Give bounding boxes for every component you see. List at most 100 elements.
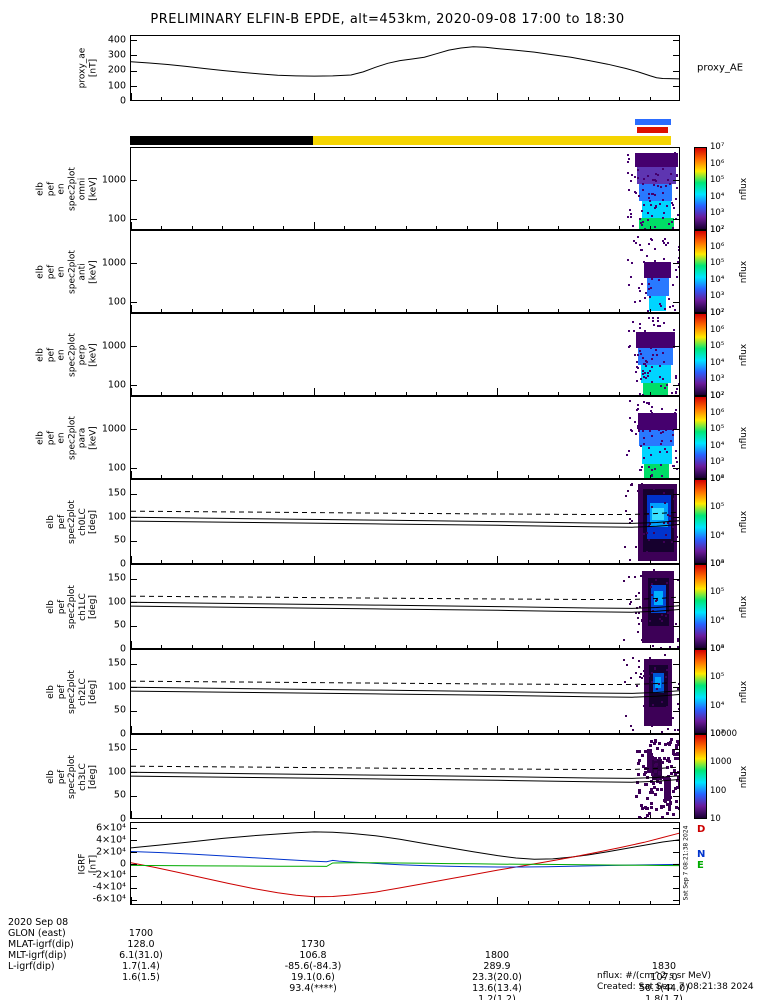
- lshell-value: 93.4(****): [289, 983, 337, 994]
- spec-speckle: [668, 805, 672, 809]
- spec-speckle: [674, 786, 678, 790]
- spec-speckle: [667, 803, 671, 807]
- spec-speckle: [671, 421, 674, 424]
- spec-speckle: [645, 674, 648, 677]
- y-tick-label: 100: [107, 213, 126, 225]
- x-tick: [161, 226, 163, 229]
- spec-speckle: [678, 205, 679, 208]
- spec-speckle: [661, 408, 664, 411]
- y-tick: [131, 55, 137, 57]
- y-tick-label: 50: [113, 619, 126, 631]
- spec-speckle: [640, 210, 643, 213]
- spec-speckle: [629, 677, 632, 680]
- y-tick-label: 50: [113, 534, 126, 546]
- colorbar-tick-label: 10⁷: [710, 308, 725, 318]
- y-tick: [131, 302, 137, 304]
- spec-speckle: [654, 667, 657, 670]
- spec-speckle: [650, 801, 654, 805]
- y-tick-label: 1000: [101, 340, 126, 352]
- series-solid: [131, 601, 679, 609]
- spec-speckle: [678, 245, 679, 248]
- x-tick: [131, 556, 132, 563]
- spec-speckle: [664, 422, 667, 425]
- colorbar-title-ch2: nflux: [739, 680, 749, 703]
- spec-speckle: [663, 164, 666, 167]
- spec-speckle: [661, 474, 664, 477]
- spec-speckle: [649, 453, 652, 456]
- spec-speckle: [646, 718, 649, 721]
- x-tick: [619, 392, 621, 395]
- panel-para: [130, 396, 680, 479]
- y-tick-right: [673, 180, 679, 182]
- spec-blob: [663, 777, 671, 802]
- spec-speckle: [651, 215, 654, 218]
- spec-speckle: [643, 329, 646, 332]
- spec-speckle: [662, 168, 665, 171]
- spec-speckle: [637, 517, 640, 520]
- spec-speckle: [640, 676, 643, 679]
- y-tick: [131, 852, 137, 854]
- x-tick: [131, 305, 132, 312]
- y-tick-right: [673, 687, 679, 689]
- spec-speckle: [641, 220, 644, 223]
- spec-speckle: [672, 525, 675, 528]
- spec-speckle: [670, 765, 674, 769]
- spec-speckle: [624, 510, 627, 513]
- spec-speckle: [672, 329, 675, 332]
- xtick-1730: 1730: [300, 939, 326, 950]
- spec-speckle: [659, 804, 663, 808]
- spec-speckle: [653, 193, 656, 196]
- spec-speckle: [641, 224, 644, 227]
- spec-speckle: [657, 741, 661, 745]
- spec-speckle: [635, 749, 639, 753]
- x-tick: [405, 645, 407, 648]
- spec-speckle: [623, 579, 626, 582]
- colorbar-tick-label: 1000: [710, 757, 732, 768]
- spec-speckle: [652, 483, 655, 486]
- spec-speckle: [640, 163, 643, 166]
- spec-speckle: [648, 466, 651, 469]
- spec-speckle: [646, 813, 650, 817]
- spec-speckle: [678, 776, 679, 780]
- spec-speckle: [644, 341, 647, 344]
- spec-speckle: [678, 256, 679, 259]
- panel-proxy: [130, 35, 680, 101]
- panel-ylabel-para: elb pef en spec2plot para [keV]: [35, 415, 98, 460]
- spec-speckle: [670, 201, 673, 204]
- spec-speckle: [623, 658, 626, 661]
- mlt-value: 19.1(0.6): [291, 972, 335, 983]
- spec-speckle: [627, 489, 630, 492]
- mlt-value: 1.8(1.7): [645, 994, 683, 1000]
- spec-speckle: [673, 757, 677, 761]
- spec-speckle: [659, 646, 662, 648]
- spec-speckle: [663, 242, 666, 244]
- orbit-flag-bar: [637, 127, 668, 133]
- spec-speckle: [665, 428, 668, 431]
- y-tick: [131, 429, 137, 431]
- spec-speckle: [663, 659, 666, 662]
- spec-speckle: [629, 601, 632, 604]
- spec-speckle: [635, 611, 638, 614]
- x-tick: [436, 730, 438, 733]
- spec-speckle: [638, 505, 641, 508]
- spec-blob: [639, 184, 673, 202]
- y-tick-right: [673, 540, 679, 542]
- spec-speckle: [651, 772, 655, 776]
- spec-speckle: [639, 540, 642, 543]
- spec-speckle: [659, 324, 662, 327]
- colorbar-perp: [694, 313, 707, 396]
- x-tick: [497, 93, 499, 100]
- spec-speckle: [632, 728, 635, 731]
- x-tick: [558, 309, 560, 312]
- spec-speckle: [657, 337, 660, 340]
- spec-speckle: [661, 804, 665, 808]
- x-tick: [131, 471, 132, 478]
- x-tick: [191, 815, 193, 818]
- spec-speckle: [673, 151, 676, 154]
- x-tick: [252, 560, 254, 563]
- x-tick: [436, 475, 438, 478]
- spec-speckle: [634, 191, 637, 194]
- spec-speckle: [641, 393, 644, 395]
- x-tick: [252, 97, 254, 100]
- y-tick-right: [673, 517, 679, 519]
